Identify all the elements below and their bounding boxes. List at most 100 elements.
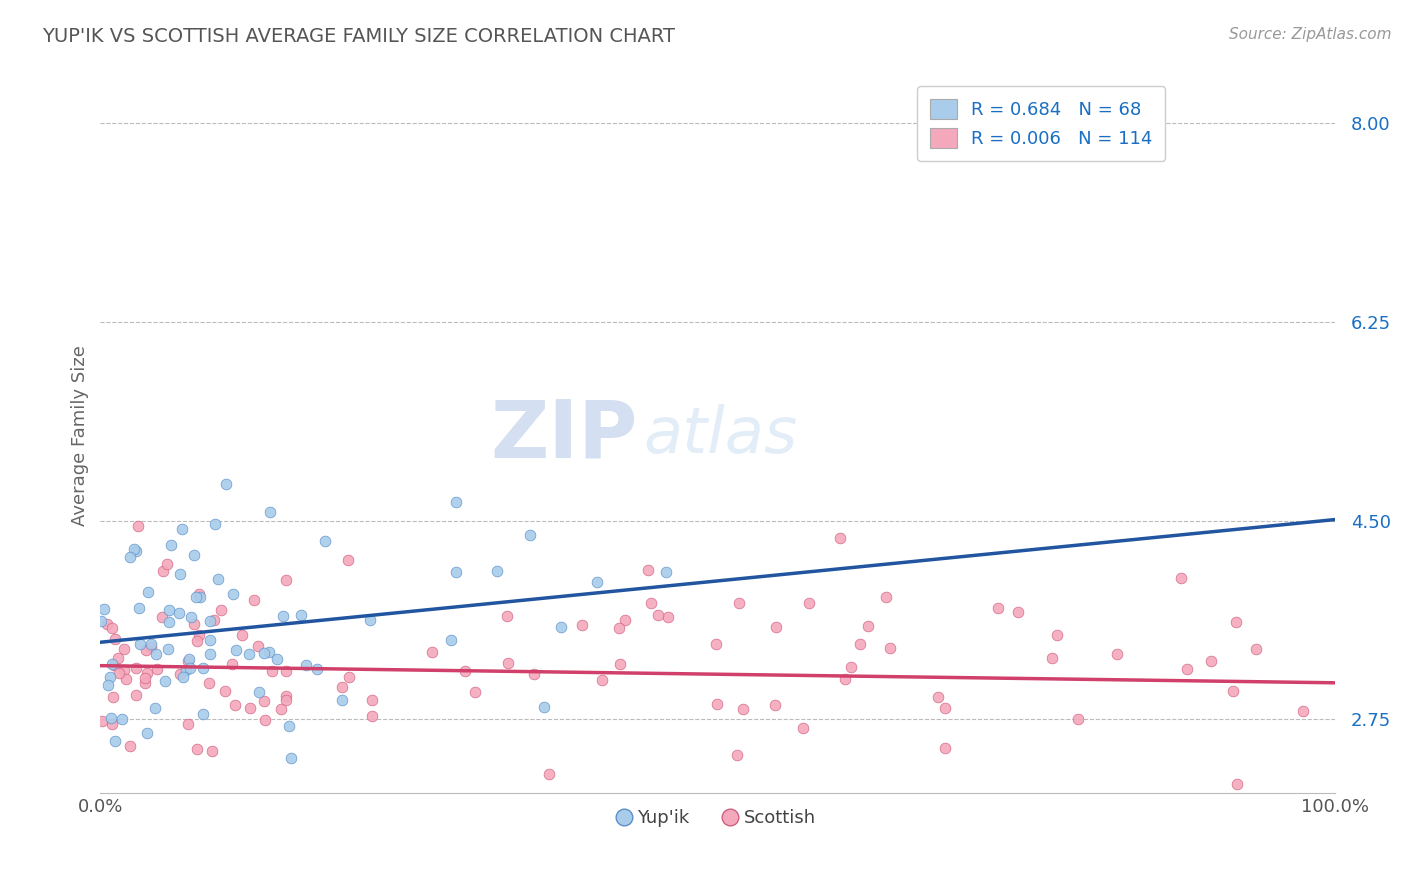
Point (1175, 662, 1198, 676)
Point (221, 657, 243, 671)
Point (186, 742, 208, 756)
Point (243, 593, 266, 607)
Point (257, 645, 280, 659)
Point (97, 677, 120, 691)
Point (706, 697, 728, 711)
Point (112, 642, 135, 657)
Point (90, 614, 112, 628)
Point (100, 711, 122, 725)
Point (485, 564, 508, 578)
Point (360, 709, 382, 723)
Point (987, 601, 1010, 615)
Point (1288, 795, 1310, 809)
Point (728, 595, 751, 609)
Point (108, 665, 131, 680)
Point (91, 714, 114, 729)
Point (359, 613, 381, 627)
Point (262, 664, 284, 678)
Point (440, 632, 463, 647)
Point (156, 641, 179, 656)
Text: ZIP: ZIP (491, 396, 637, 475)
Point (136, 666, 159, 681)
Point (124, 542, 146, 557)
Point (295, 658, 318, 673)
Point (273, 609, 295, 624)
Point (519, 528, 541, 542)
Point (254, 714, 277, 728)
Point (125, 688, 148, 702)
Point (177, 654, 200, 668)
Point (129, 637, 152, 651)
Point (290, 608, 312, 623)
Point (523, 667, 546, 681)
Point (100, 621, 122, 635)
Point (444, 565, 467, 579)
Point (654, 566, 676, 580)
Point (247, 685, 270, 699)
Point (179, 661, 201, 675)
Point (214, 684, 236, 698)
Point (172, 670, 194, 684)
Point (239, 700, 262, 714)
Point (1185, 803, 1208, 817)
Point (193, 661, 215, 675)
Point (657, 610, 679, 624)
Point (849, 637, 872, 651)
Point (496, 609, 519, 624)
Point (150, 610, 173, 624)
Point (197, 675, 219, 690)
Point (591, 673, 613, 687)
Y-axis label: Average Family Size: Average Family Size (72, 345, 89, 525)
Point (330, 681, 353, 695)
Point (533, 699, 555, 714)
Point (446, 495, 468, 509)
Point (464, 684, 486, 698)
Point (177, 798, 200, 813)
Point (156, 557, 179, 571)
Point (124, 661, 146, 675)
Point (104, 734, 127, 748)
Point (191, 706, 214, 721)
Point (1240, 797, 1263, 812)
Point (103, 658, 125, 673)
Point (571, 618, 593, 632)
Point (609, 657, 631, 672)
Point (454, 664, 477, 678)
Point (585, 575, 607, 590)
Point (115, 673, 138, 687)
Point (1007, 605, 1029, 619)
Point (274, 693, 297, 707)
Point (136, 585, 159, 599)
Point (856, 619, 879, 633)
Point (107, 650, 129, 665)
Point (186, 591, 208, 605)
Point (118, 550, 141, 565)
Point (103, 690, 125, 705)
Point (704, 637, 727, 651)
Point (609, 621, 631, 635)
Point (139, 636, 162, 650)
Point (200, 632, 222, 647)
Point (145, 647, 167, 661)
Point (1244, 642, 1267, 657)
Point (640, 596, 662, 610)
Point (253, 646, 276, 660)
Point (183, 617, 205, 632)
Point (170, 522, 193, 536)
Point (274, 665, 297, 679)
Point (550, 620, 572, 634)
Point (125, 544, 148, 558)
Point (167, 606, 190, 620)
Point (828, 531, 851, 545)
Point (179, 652, 201, 666)
Point (834, 672, 856, 686)
Point (187, 587, 209, 601)
Point (128, 601, 150, 615)
Point (839, 660, 862, 674)
Point (187, 628, 209, 642)
Point (763, 698, 786, 712)
Point (330, 692, 353, 706)
Point (101, 657, 124, 671)
Point (725, 748, 748, 763)
Point (215, 477, 238, 491)
